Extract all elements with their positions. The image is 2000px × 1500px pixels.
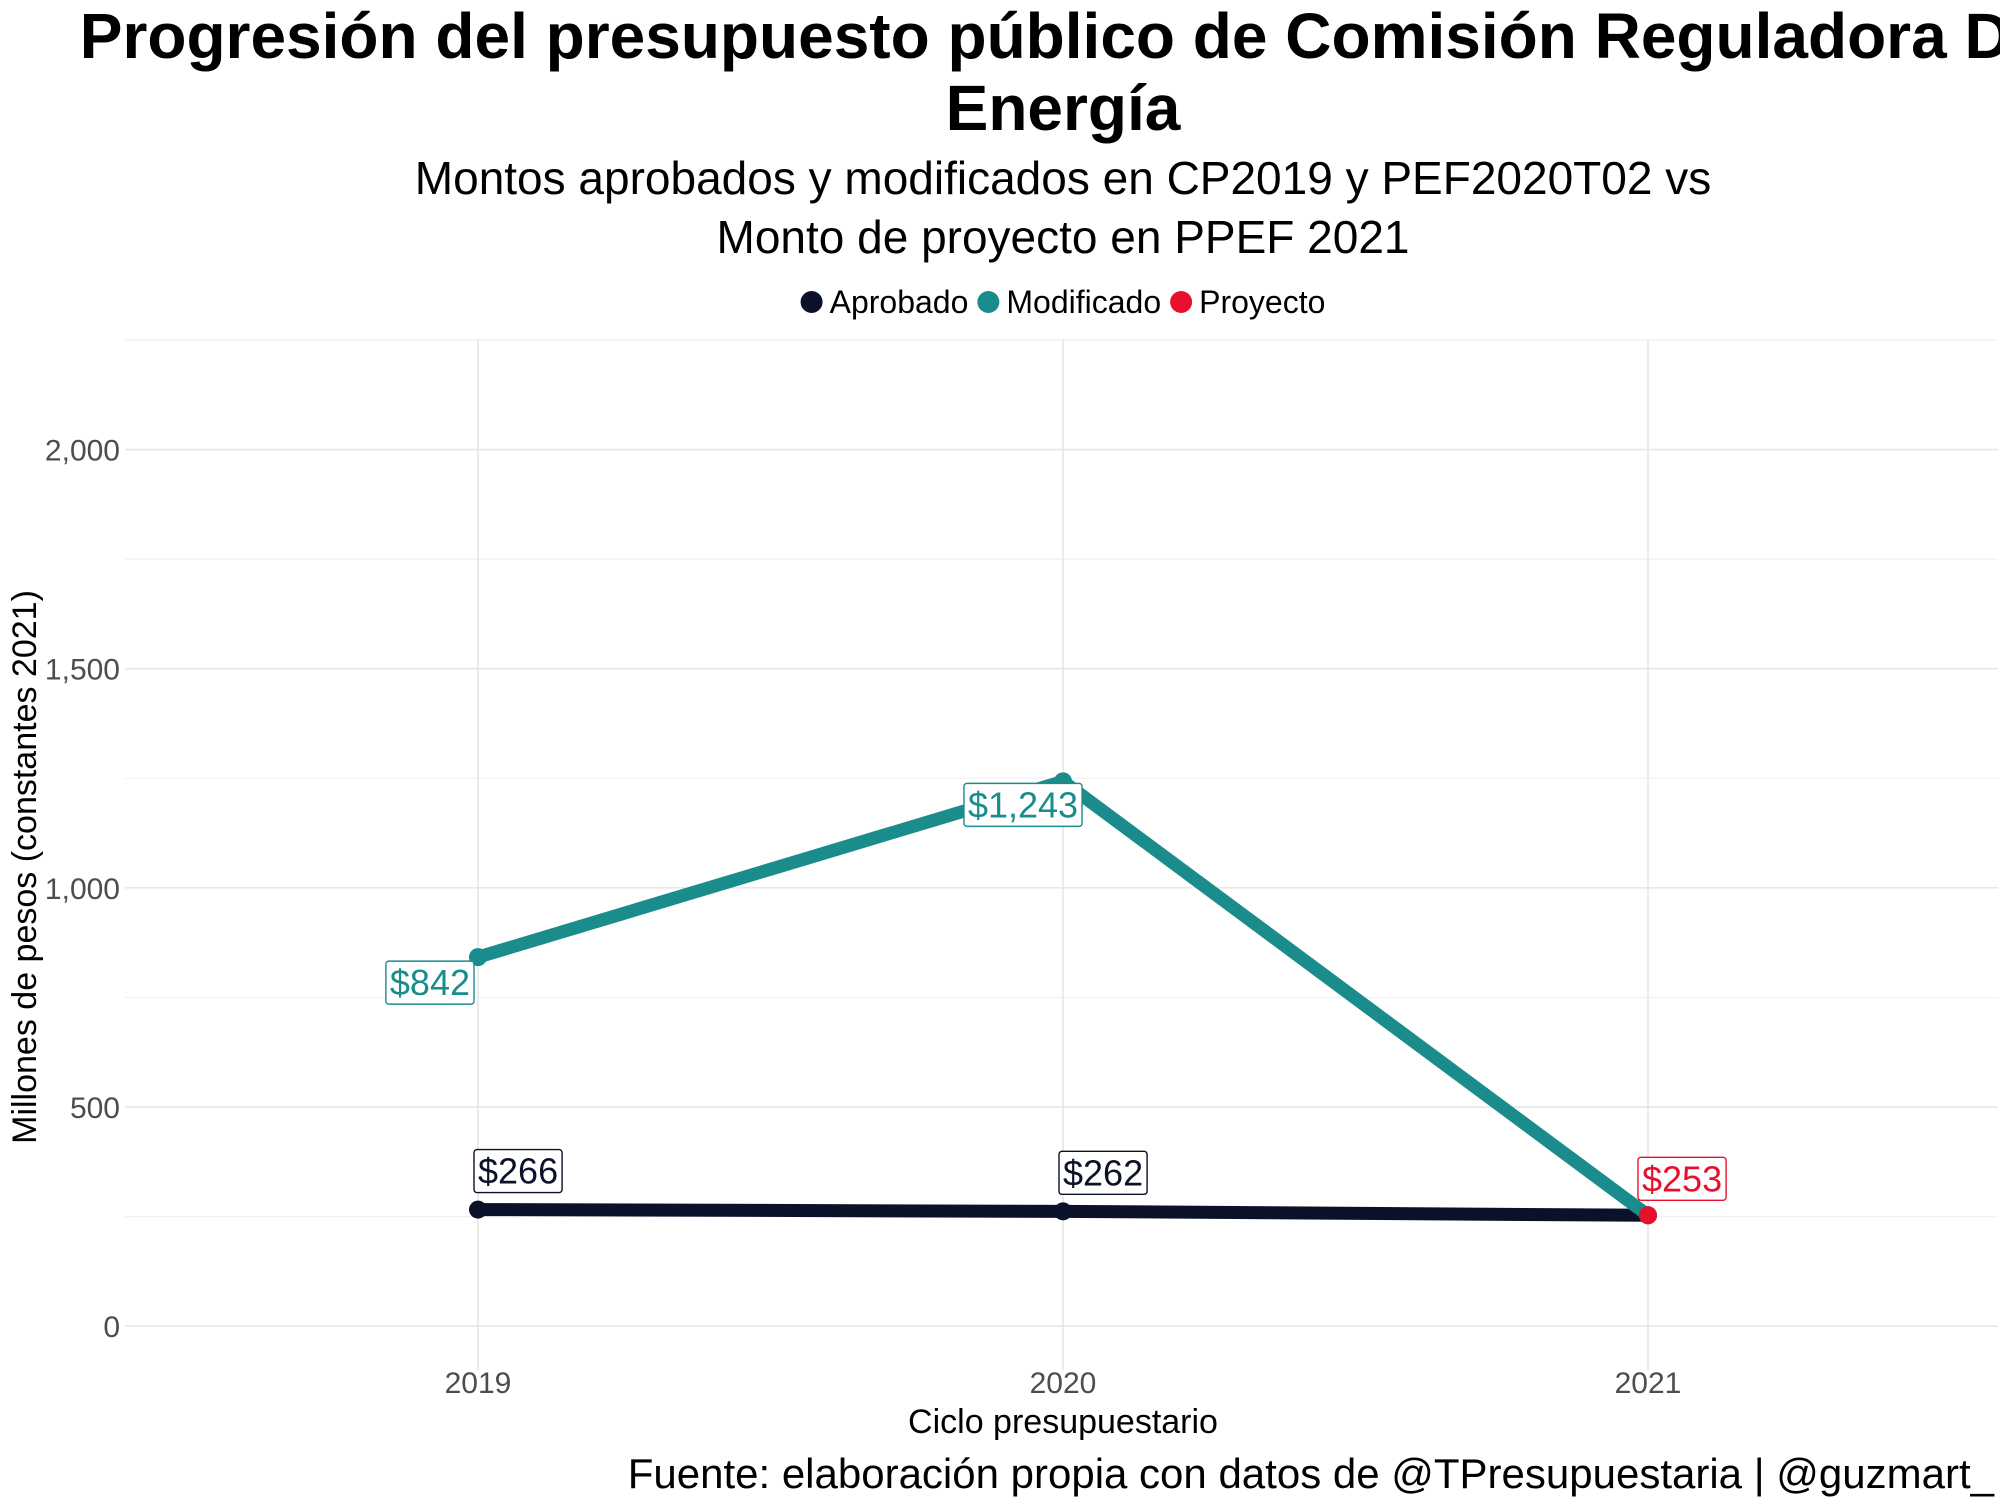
y-tick-label: 0 <box>103 1311 120 1344</box>
data-label-modificado: $1,243 <box>963 782 1083 828</box>
data-label-proyecto: $253 <box>1637 1156 1727 1201</box>
legend-key-proyecto <box>1170 291 1193 313</box>
x-tick-label: 2021 <box>1615 1367 1682 1400</box>
data-label-modificado: $842 <box>385 960 475 1005</box>
data-label-text: $1,243 <box>968 784 1078 825</box>
legend-item-proyecto: Proyecto <box>1170 284 1325 320</box>
data-label-box <box>1637 1156 1727 1201</box>
data-label-text: $266 <box>478 1151 558 1192</box>
chart-subtitle-line-2: Monto de proyecto en PPEF 2021 <box>717 211 1410 263</box>
legend-label: Aprobado <box>830 284 969 320</box>
x-axis-title: Ciclo presupuestario <box>908 1403 1218 1441</box>
data-label-aprobado: $262 <box>1058 1150 1148 1196</box>
legend-key-modificado <box>977 291 1000 313</box>
legend-item-aprobado: Aprobado <box>800 284 969 320</box>
y-tick-label: 2,000 <box>45 435 120 468</box>
y-tick-label: 1,500 <box>45 654 120 687</box>
legend: Aprobado Modificado Proyecto <box>800 284 1325 320</box>
y-tick-label: 500 <box>70 1092 120 1125</box>
x-tick-label: 2020 <box>1030 1367 1097 1400</box>
data-label-box <box>473 1148 563 1194</box>
data-label-text: $842 <box>390 962 470 1003</box>
y-axis-title: Millones de pesos (constantes 2021) <box>6 590 44 1144</box>
legend-key-aprobado <box>800 291 823 313</box>
legend-label: Proyecto <box>1199 284 1325 320</box>
data-labels: $266 $262 $842 $1,243 $253 <box>385 782 1727 1201</box>
legend-item-modificado: Modificado <box>977 284 1161 320</box>
data-point-aprobado <box>1054 1202 1072 1221</box>
data-label-box <box>385 960 475 1005</box>
data-label-text: $262 <box>1063 1152 1143 1193</box>
chart-title-line-1: Progresión del presupuesto público de Co… <box>80 0 2000 72</box>
y-tick-label: 1,000 <box>45 873 120 906</box>
legend-label: Modificado <box>1006 284 1161 320</box>
chart-title-line-2: Energía <box>946 72 1181 144</box>
x-tick-label: 2019 <box>445 1367 512 1400</box>
chart-subtitle-line-1: Montos aprobados y modificados en CP2019… <box>415 152 1711 204</box>
data-label-aprobado: $266 <box>473 1148 563 1194</box>
data-point-aprobado <box>469 1200 487 1219</box>
source-caption: Fuente: elaboración propia con datos de … <box>628 1450 1995 1497</box>
data-label-box <box>1058 1150 1148 1196</box>
data-point-proyecto <box>1639 1206 1657 1225</box>
axis-ticks: 0 500 1,000 1,500 2,000 2019 2020 2021 <box>45 435 1681 1400</box>
data-label-box <box>963 782 1083 828</box>
data-label-text: $253 <box>1642 1158 1722 1199</box>
